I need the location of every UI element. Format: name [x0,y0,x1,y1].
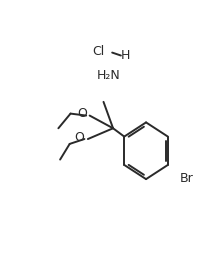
Text: Br: Br [180,172,194,185]
Text: O: O [77,107,87,120]
Text: H₂N: H₂N [97,69,120,82]
Text: H: H [121,50,130,62]
Text: O: O [74,131,84,144]
Text: Cl: Cl [92,44,104,57]
